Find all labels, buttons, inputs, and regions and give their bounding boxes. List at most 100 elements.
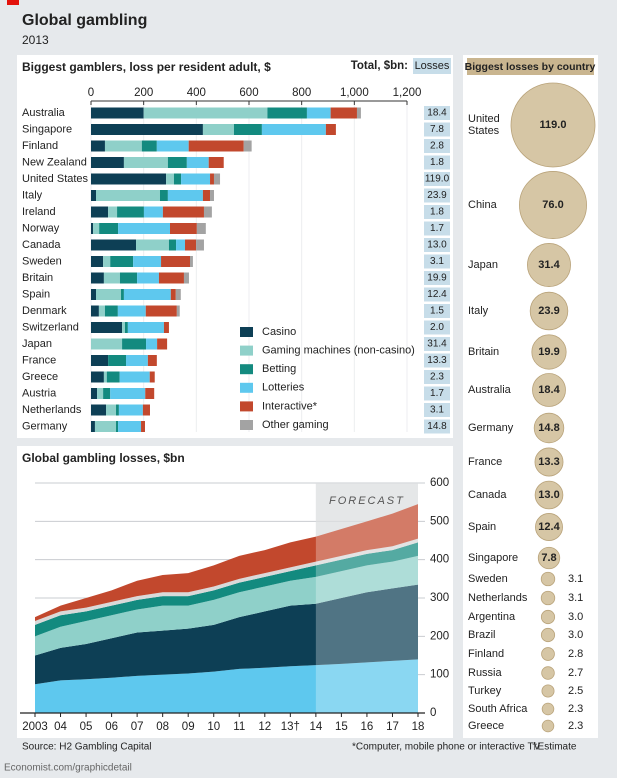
- bar: [91, 124, 203, 135]
- y-tick-label: Greece: [22, 371, 58, 383]
- legend-swatch: [240, 420, 253, 430]
- category-label: Japan: [468, 259, 498, 271]
- bar: [91, 421, 95, 432]
- y-tick-label: 200: [430, 630, 449, 642]
- bar: [91, 190, 97, 201]
- bubble: [533, 412, 565, 444]
- legend-swatch: [240, 327, 253, 337]
- total-label: 13.0: [427, 240, 447, 251]
- page-subtitle: 2013: [22, 33, 49, 47]
- y-tick-label: Switzerland: [22, 321, 79, 333]
- total-box: [424, 205, 450, 219]
- x-tick-label: 2003: [22, 721, 48, 733]
- total-box: [424, 287, 450, 302]
- y-tick-label: Canada: [22, 239, 61, 251]
- x-tick-label: 200: [134, 87, 153, 99]
- bar: [136, 239, 169, 251]
- bar: [91, 388, 98, 399]
- bar: [162, 206, 204, 218]
- bubble: [541, 719, 555, 733]
- bar: [170, 223, 197, 234]
- bar: [104, 140, 142, 152]
- bubble: [540, 590, 556, 606]
- value-label: 14.8: [538, 422, 559, 434]
- bar: [106, 371, 120, 383]
- bar: [116, 421, 119, 432]
- value-label: 76.0: [542, 199, 563, 211]
- value-label: 2.3: [568, 703, 583, 715]
- bar: [143, 107, 268, 119]
- x-tick-label: 18: [412, 721, 425, 733]
- bubble: [540, 627, 556, 643]
- bubble: [541, 684, 555, 698]
- total-label: 13.3: [427, 355, 447, 366]
- x-tick-label: 15: [335, 721, 348, 733]
- bar: [91, 322, 123, 333]
- y-tick-label: Japan: [22, 338, 52, 350]
- y-tick-label: Germany: [22, 420, 68, 432]
- category-label: Russia: [468, 667, 502, 679]
- y-tick-label: Denmark: [22, 305, 67, 317]
- bar: [91, 256, 104, 267]
- bar: [156, 140, 189, 152]
- bar: [119, 272, 138, 284]
- bubble: [531, 334, 567, 370]
- value-label: 2.7: [568, 667, 583, 679]
- bar: [202, 190, 211, 201]
- category-label: Sweden: [468, 573, 508, 585]
- x-tick-label: 17: [386, 721, 399, 733]
- bar: [106, 404, 117, 416]
- bar: [183, 272, 189, 284]
- category-label: Finland: [468, 648, 505, 660]
- category-label: Britain: [468, 346, 500, 358]
- x-tick-label: 600: [239, 87, 258, 99]
- bar: [306, 107, 331, 119]
- total-label: 23.9: [427, 190, 447, 201]
- bubble: [527, 243, 571, 287]
- total-label: 1.7: [430, 388, 444, 399]
- total-label: 1.7: [430, 223, 444, 234]
- x-tick-label: 10: [207, 721, 220, 733]
- total-box: [424, 122, 450, 137]
- value-label: 3.1: [568, 592, 583, 604]
- bar: [176, 305, 180, 317]
- bar: [96, 190, 160, 201]
- y-tick-label: 100: [430, 669, 449, 681]
- bubble: [535, 513, 563, 541]
- category-label: South Africa: [468, 703, 528, 715]
- legend-label: Other gaming: [262, 419, 329, 431]
- bar: [98, 305, 105, 317]
- value-label: 12.4: [538, 521, 560, 533]
- bar: [91, 272, 104, 284]
- total-label: 2.8: [430, 141, 444, 152]
- y-tick-label: Spain: [22, 288, 50, 300]
- total-box: [424, 254, 450, 269]
- bar: [91, 305, 99, 317]
- bar: [163, 322, 169, 333]
- category-label: Italy: [468, 305, 489, 317]
- x-tick-label: 04: [54, 721, 67, 733]
- total-label: 1.8: [430, 207, 444, 218]
- bubble: [541, 702, 555, 716]
- x-tick-label: 07: [131, 721, 144, 733]
- total-label: 7.8: [430, 124, 444, 135]
- bar: [108, 355, 127, 366]
- y-tick-label: 0: [430, 707, 436, 719]
- value-label: 13.0: [538, 489, 559, 501]
- total-label: 31.4: [427, 339, 447, 350]
- total-box: [424, 386, 450, 401]
- bar: [96, 289, 122, 300]
- forecast-label: FORECAST: [329, 495, 405, 507]
- bubble: [534, 480, 564, 510]
- x-tick-label: 400: [187, 87, 206, 99]
- bar: [175, 289, 181, 300]
- legend-swatch: [240, 364, 253, 375]
- x-tick-label: 12: [258, 721, 271, 733]
- legend-label: Interactive*: [262, 400, 318, 412]
- bar: [137, 272, 159, 284]
- y-tick-label: New Zealand: [22, 156, 87, 168]
- source: Source: H2 Gambling Capital: [22, 742, 152, 753]
- bar: [261, 124, 326, 135]
- total-box: [424, 419, 450, 434]
